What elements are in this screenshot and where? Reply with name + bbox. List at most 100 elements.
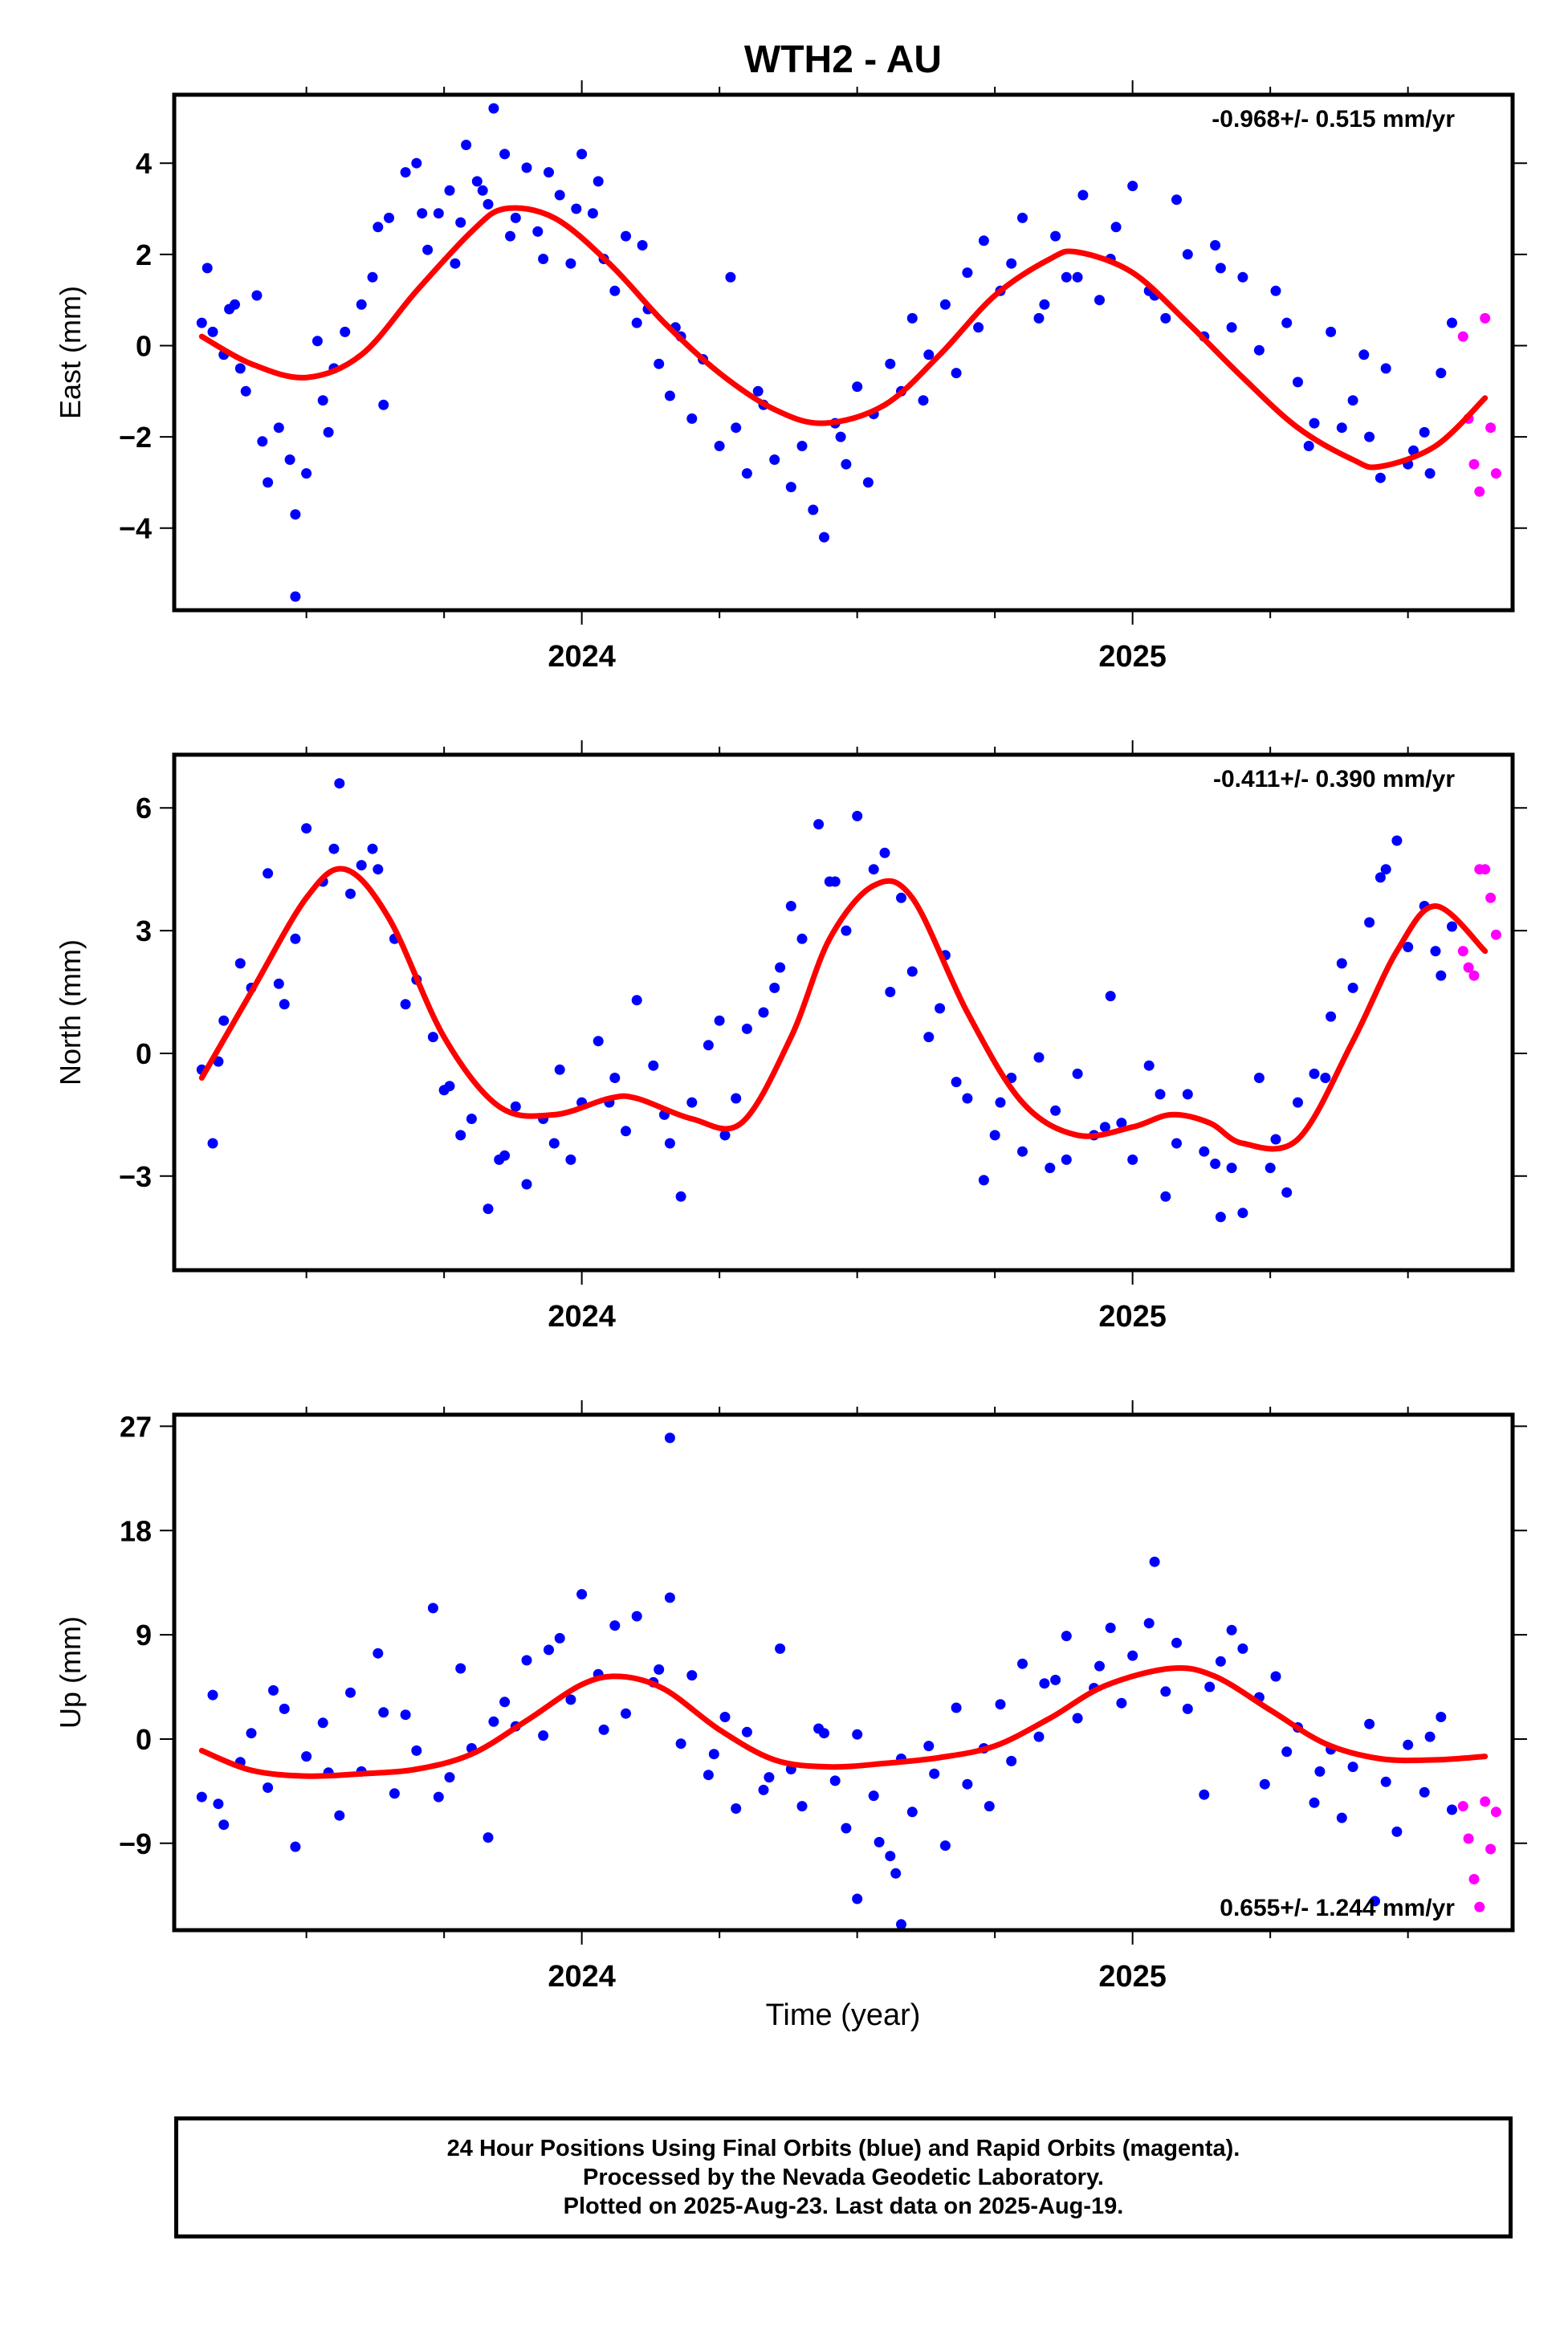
east-final-point	[939, 299, 951, 310]
north-plot-area	[196, 778, 1501, 1223]
east-final-point	[1281, 317, 1293, 328]
east-final-point	[1072, 271, 1083, 283]
up-final-point	[719, 1712, 731, 1722]
y-tick-label: −3	[119, 1160, 152, 1193]
north-final-point	[719, 1130, 731, 1141]
north-final-point	[400, 999, 411, 1010]
east-final-point	[1364, 431, 1375, 442]
up-final-point	[1364, 1718, 1375, 1729]
north-final-point	[769, 982, 780, 993]
caption-line-3: Plotted on 2025-Aug-23. Last data on 202…	[563, 2194, 1124, 2219]
up-final-point	[664, 1432, 675, 1444]
east-final-point	[505, 230, 515, 242]
north-final-point	[775, 962, 786, 973]
north-panel-frame	[172, 752, 1515, 1273]
east-final-point	[554, 189, 565, 201]
east-final-point	[521, 162, 532, 173]
north-final-point	[1364, 917, 1375, 928]
east-final-point	[284, 454, 295, 465]
north-final-point	[521, 1179, 532, 1190]
up-final-point	[554, 1632, 565, 1644]
east-panel: −4 −2 0 2 4 2024 2025 East (mm) -0.968+/- 0.515 …	[54, 80, 1527, 674]
north-rapid-point	[1480, 864, 1491, 875]
y-tick-label: 18	[120, 1514, 152, 1547]
east-final-point	[1077, 189, 1089, 201]
north-final-point	[1403, 942, 1414, 952]
up-final-point	[1116, 1697, 1127, 1709]
east-final-point	[378, 399, 389, 410]
up-panel: −9 0 9 18 27 2024 2025 Up (mm) 0.655+/- 1.244 mm…	[54, 1400, 1527, 1994]
up-final-point	[1105, 1623, 1116, 1633]
east-final-point	[918, 395, 929, 406]
east-final-point	[234, 363, 246, 374]
north-final-point	[896, 892, 906, 903]
y-tick-label: 0	[136, 1723, 152, 1756]
north-final-point	[494, 1154, 505, 1165]
up-final-point	[1160, 1686, 1171, 1697]
up-final-point	[218, 1819, 230, 1831]
north-final-point	[1215, 1212, 1226, 1223]
y-tick-label: 6	[136, 792, 152, 825]
east-final-point	[417, 208, 428, 219]
east-final-point	[686, 413, 698, 424]
north-final-point	[1171, 1138, 1182, 1149]
up-final-point	[1281, 1746, 1293, 1758]
up-final-point	[598, 1724, 609, 1735]
east-rate-label: -0.968+/- 0.515 mm/yr	[1212, 106, 1455, 132]
x-axis-label: Time (year)	[766, 1998, 921, 2032]
east-final-point	[312, 336, 323, 347]
caption-line-2: Processed by the Nevada Geodetic Laborat…	[583, 2165, 1104, 2190]
north-final-point	[731, 1093, 742, 1104]
up-fit-curve	[198, 1665, 1489, 1779]
north-final-point	[879, 847, 890, 858]
east-final-point	[433, 208, 444, 219]
up-final-point	[213, 1798, 224, 1810]
east-final-point	[637, 240, 648, 251]
up-final-point	[654, 1664, 665, 1675]
east-final-point	[1347, 395, 1358, 406]
east-final-point	[852, 381, 863, 393]
up-rapid-point	[1463, 1833, 1474, 1844]
up-final-point	[852, 1729, 863, 1740]
east-final-point	[544, 167, 554, 178]
east-final-point	[290, 509, 301, 520]
east-final-point	[741, 468, 752, 479]
east-final-point	[565, 258, 576, 269]
y-tick-label: 4	[136, 147, 152, 180]
north-rapid-point	[1490, 929, 1501, 940]
north-final-point	[1380, 864, 1391, 875]
north-final-point	[995, 1097, 1006, 1108]
north-final-point	[1182, 1089, 1193, 1100]
east-final-point	[1017, 212, 1028, 223]
east-final-point	[654, 358, 665, 369]
east-final-point	[609, 285, 621, 296]
north-final-point	[1045, 1163, 1056, 1174]
east-final-point	[538, 254, 549, 264]
up-panel-frame	[172, 1412, 1515, 1933]
east-final-point	[1210, 240, 1221, 251]
up-final-point	[317, 1717, 328, 1729]
north-final-point	[1072, 1068, 1083, 1079]
up-final-point	[246, 1728, 257, 1739]
east-final-point	[1171, 194, 1182, 206]
north-final-point	[714, 1015, 725, 1026]
up-final-point	[378, 1707, 389, 1718]
north-final-point	[796, 933, 808, 944]
up-final-point	[764, 1772, 775, 1783]
east-final-point	[808, 504, 819, 515]
east-final-point	[587, 208, 598, 219]
east-final-point	[1160, 312, 1171, 324]
up-rapid-point	[1485, 1843, 1497, 1855]
up-final-point	[1436, 1712, 1447, 1722]
east-final-point	[373, 222, 384, 233]
east-final-point	[1424, 468, 1436, 479]
north-final-point	[510, 1101, 521, 1112]
up-final-point	[1370, 1896, 1380, 1907]
east-final-point	[1226, 322, 1237, 333]
east-final-point	[273, 422, 284, 434]
east-final-point	[1419, 426, 1430, 438]
up-rapid-point	[1457, 1801, 1468, 1812]
north-final-point	[1199, 1146, 1210, 1157]
north-final-point	[703, 1040, 714, 1051]
east-final-point	[1006, 258, 1017, 269]
